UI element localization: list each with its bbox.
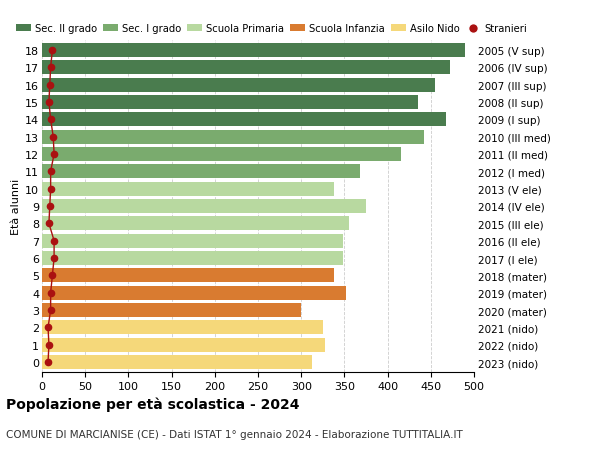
Bar	[42, 78, 435, 93]
Bar	[42, 269, 334, 283]
Bar	[42, 182, 334, 196]
Bar	[42, 355, 311, 369]
Bar	[42, 165, 360, 179]
Text: Popolazione per età scolastica - 2024: Popolazione per età scolastica - 2024	[6, 397, 299, 412]
Legend: Sec. II grado, Sec. I grado, Scuola Primaria, Scuola Infanzia, Asilo Nido, Stran: Sec. II grado, Sec. I grado, Scuola Prim…	[12, 20, 532, 38]
Bar	[42, 217, 349, 231]
Bar	[42, 147, 401, 162]
Bar	[42, 130, 424, 145]
Bar	[42, 95, 418, 110]
Bar	[42, 61, 450, 75]
Y-axis label: Età alunni: Età alunni	[11, 179, 21, 235]
Bar	[42, 338, 325, 352]
Text: COMUNE DI MARCIANISE (CE) - Dati ISTAT 1° gennaio 2024 - Elaborazione TUTTITALIA: COMUNE DI MARCIANISE (CE) - Dati ISTAT 1…	[6, 429, 463, 439]
Bar	[42, 234, 343, 248]
Bar	[42, 200, 366, 213]
Bar	[42, 286, 346, 300]
Bar	[42, 113, 446, 127]
Bar	[42, 303, 301, 318]
Bar	[42, 252, 343, 266]
Bar	[42, 320, 323, 335]
Bar	[42, 44, 466, 58]
